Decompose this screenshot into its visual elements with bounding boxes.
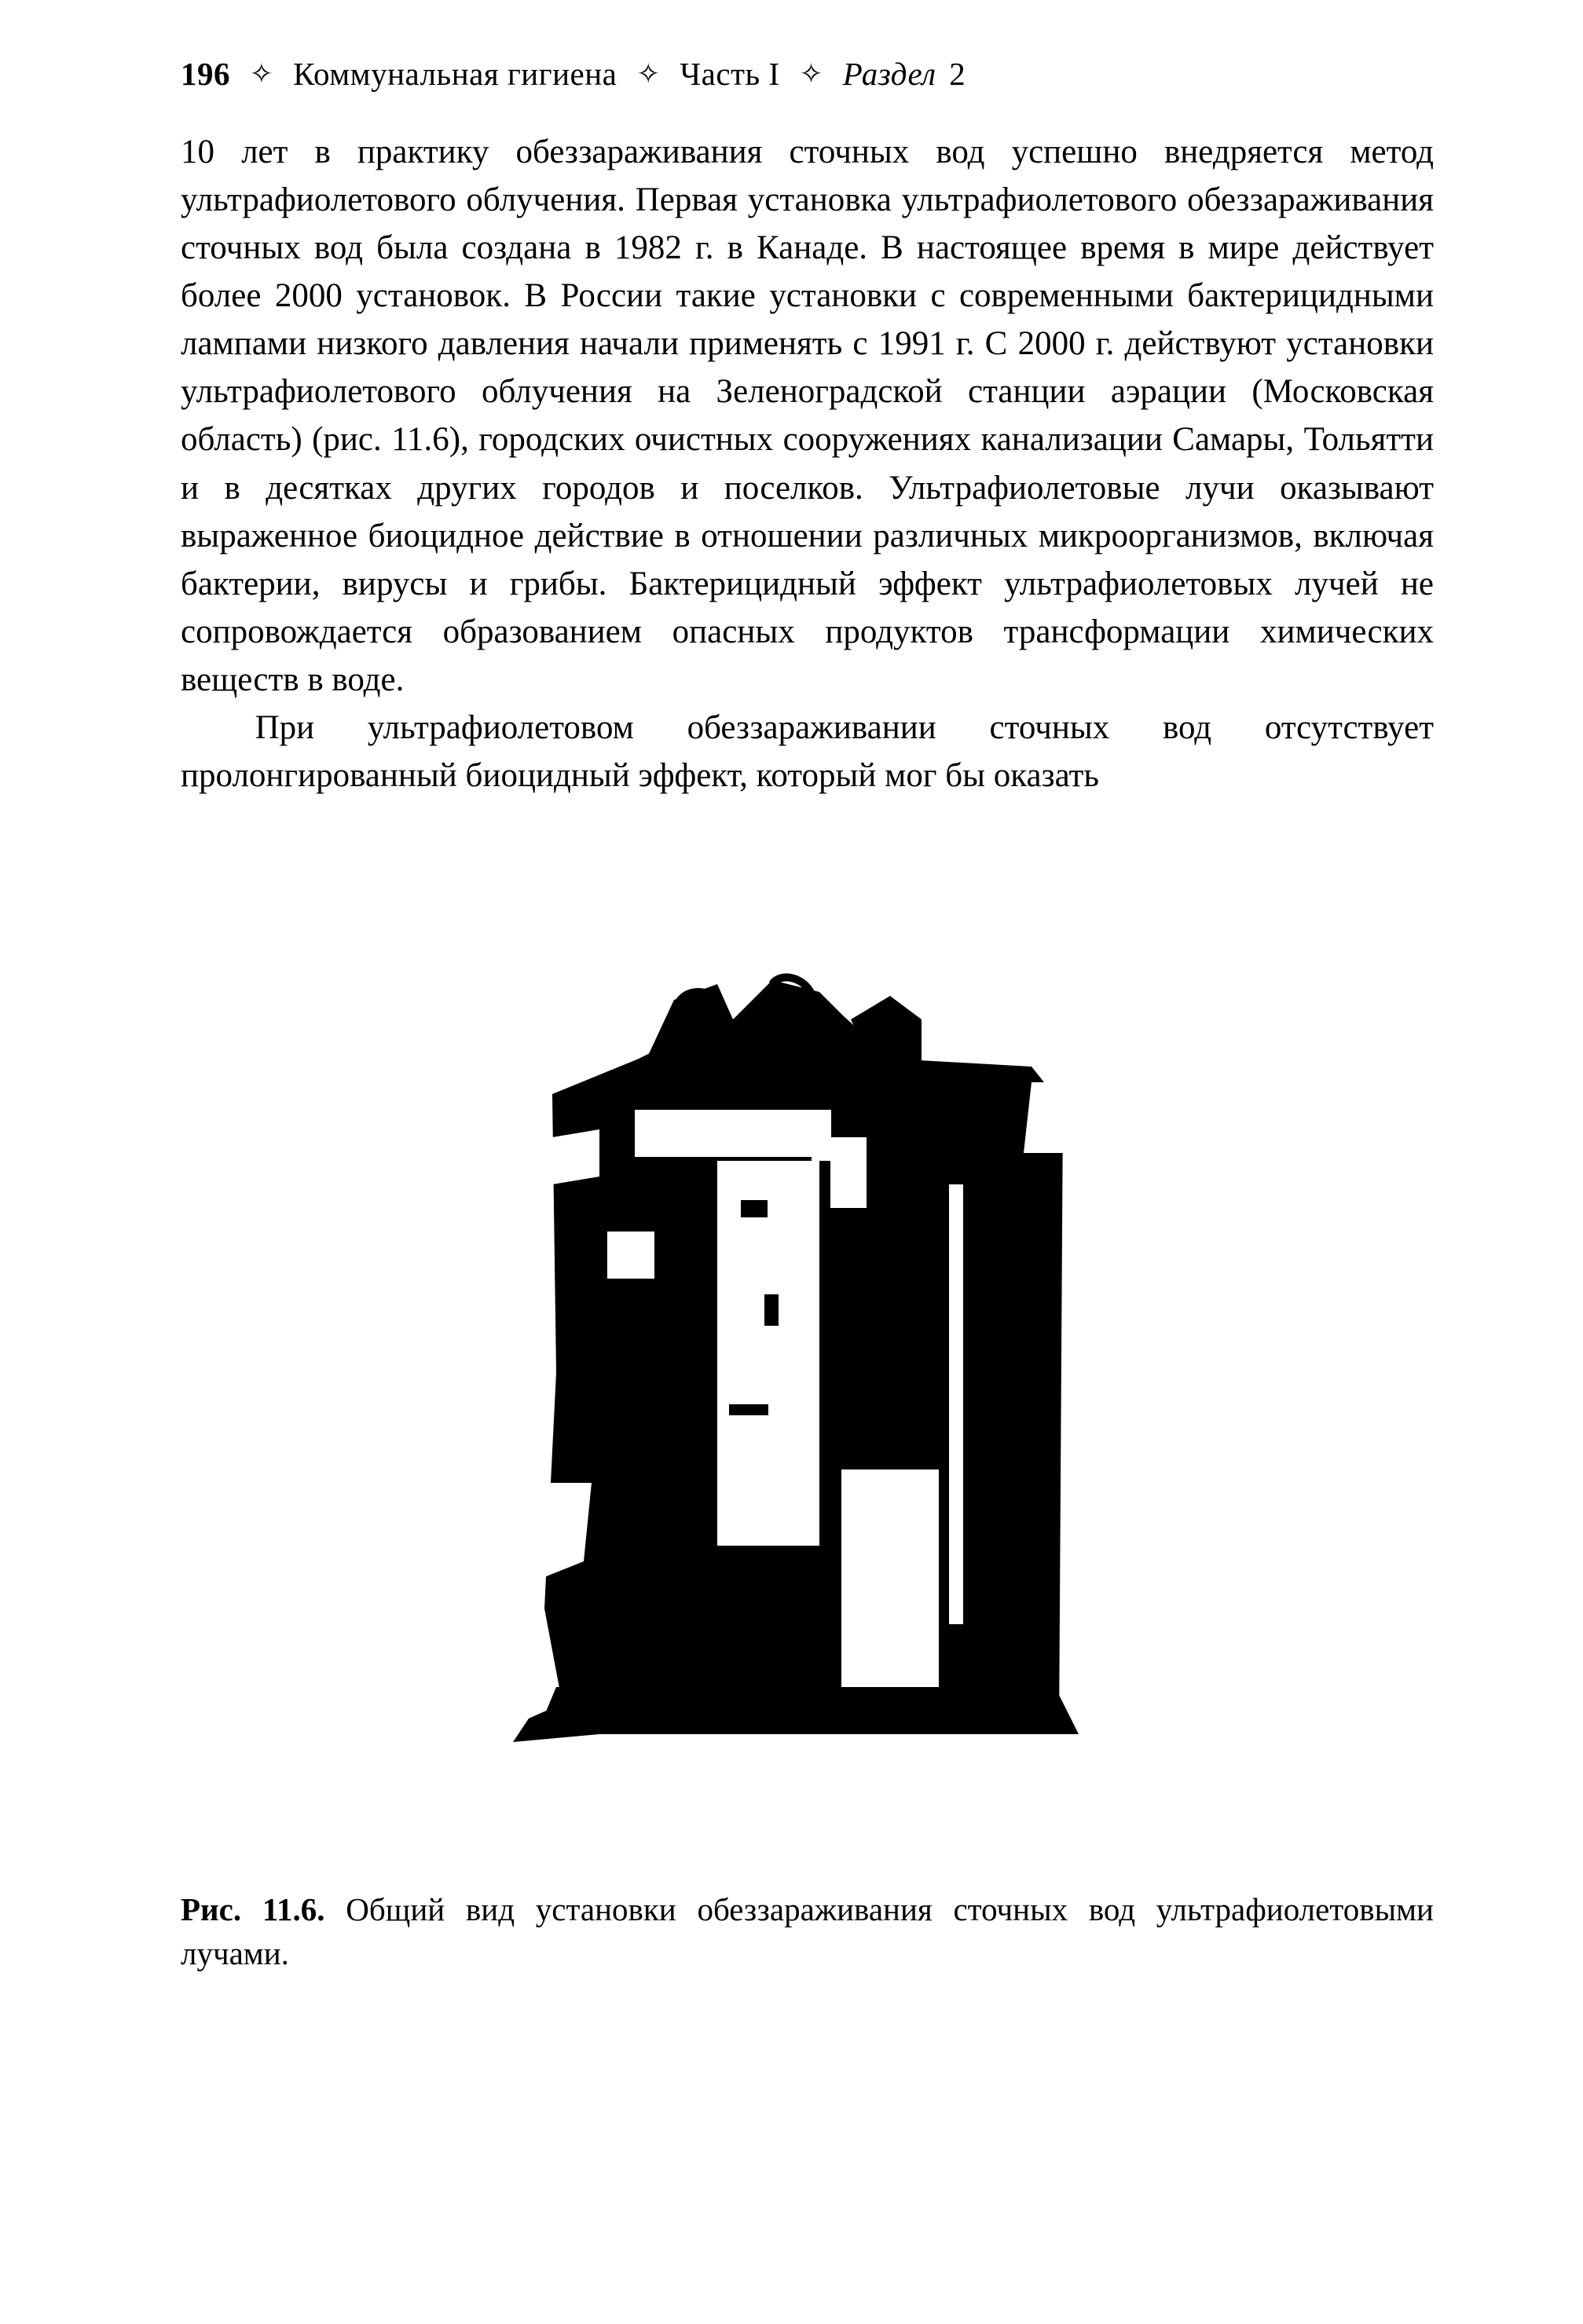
figure-image xyxy=(482,902,1134,1750)
figure-caption-text: Общий вид установки обеззараживания сточ… xyxy=(181,1891,1434,1972)
body-text: 10 лет в практику обеззараживания сточны… xyxy=(181,128,1434,800)
page-number: 196 xyxy=(181,56,230,92)
section-label: Раздел xyxy=(843,56,936,92)
part-label: Часть I xyxy=(680,56,780,92)
paragraph: При ультрафиолетовом обеззараживании сто… xyxy=(181,704,1434,800)
figure: Рис. 11.6. Общий вид установки обеззараж… xyxy=(181,902,1434,1976)
separator-diamond: ✧ xyxy=(250,57,274,91)
separator-diamond: ✧ xyxy=(636,57,661,91)
paragraph: 10 лет в практику обеззараживания сточны… xyxy=(181,128,1434,704)
separator-diamond: ✧ xyxy=(799,57,823,91)
book-title: Коммунальная гигиена xyxy=(293,56,617,92)
running-head: 196 ✧ Коммунальная гигиена ✧ Часть I ✧ Р… xyxy=(181,55,1434,93)
figure-caption: Рис. 11.6. Общий вид установки обеззараж… xyxy=(181,1887,1434,1976)
figure-caption-label: Рис. 11.6. xyxy=(181,1891,325,1927)
section-number: 2 xyxy=(949,56,966,92)
page: 196 ✧ Коммунальная гигиена ✧ Часть I ✧ Р… xyxy=(0,0,1583,2324)
